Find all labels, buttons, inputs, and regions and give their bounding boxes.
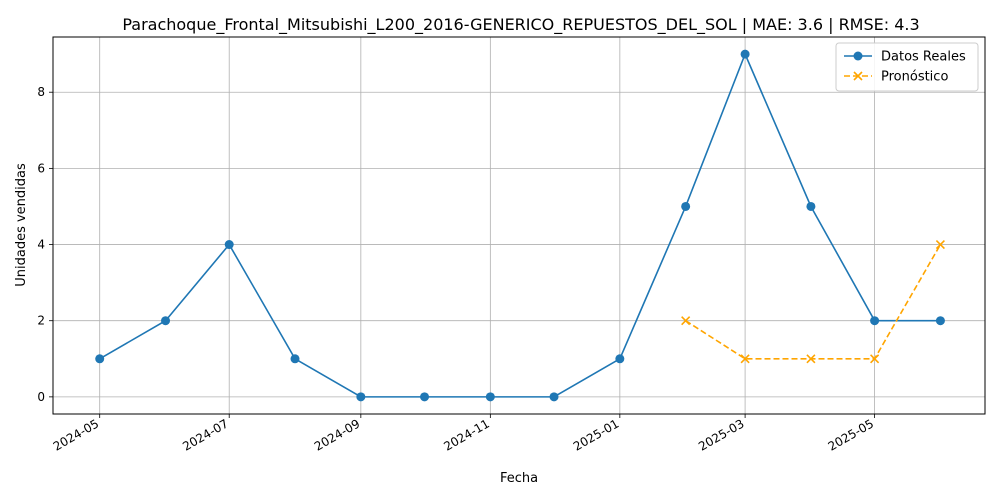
chart-title: Parachoque_Frontal_Mitsubishi_L200_2016-…: [122, 15, 919, 35]
data-point: [740, 49, 750, 59]
data-point: [935, 316, 945, 326]
legend-label: Datos Reales: [881, 50, 966, 65]
data-point: [870, 316, 880, 326]
legend-box: [835, 42, 979, 92]
y-tick-label: 8: [37, 85, 45, 99]
legend-marker: [853, 51, 863, 61]
y-tick-label: 2: [37, 314, 45, 328]
data-point: [549, 392, 559, 402]
y-axis: 0 2 4 6 8: [37, 85, 53, 404]
data-point: [615, 354, 625, 364]
data-point: [870, 354, 880, 364]
y-tick-label: 0: [37, 390, 45, 404]
data-point: [681, 316, 691, 326]
y-axis-label: Unidades vendidas: [14, 163, 29, 287]
series-layer: [95, 49, 945, 402]
data-point: [806, 354, 816, 364]
data-point: [935, 239, 945, 250]
data-point: [806, 201, 816, 211]
data-point: [356, 392, 366, 402]
series-forecast: [681, 239, 945, 364]
y-tick-label: 6: [37, 161, 45, 175]
y-tick-label: 4: [37, 238, 45, 252]
x-axis-label: Fecha: [500, 471, 538, 486]
legend-entry: Pronóstico: [844, 70, 948, 85]
data-point: [290, 354, 300, 364]
series-line: [99, 52, 941, 398]
data-point: [95, 354, 105, 364]
legend-entry: Datos Reales: [844, 50, 966, 65]
data-point: [420, 392, 430, 402]
data-point: [485, 392, 495, 402]
legend-label: Pronóstico: [881, 70, 948, 85]
legend-marker: [853, 71, 863, 81]
plot-frame: [52, 36, 986, 415]
data-point: [681, 201, 691, 211]
data-point: [161, 316, 171, 326]
legend: Datos Reales Pronóstico: [835, 42, 979, 92]
series-actual: [95, 49, 945, 402]
data-point: [224, 240, 234, 250]
grid-lines: [53, 37, 985, 414]
data-point: [740, 354, 750, 364]
